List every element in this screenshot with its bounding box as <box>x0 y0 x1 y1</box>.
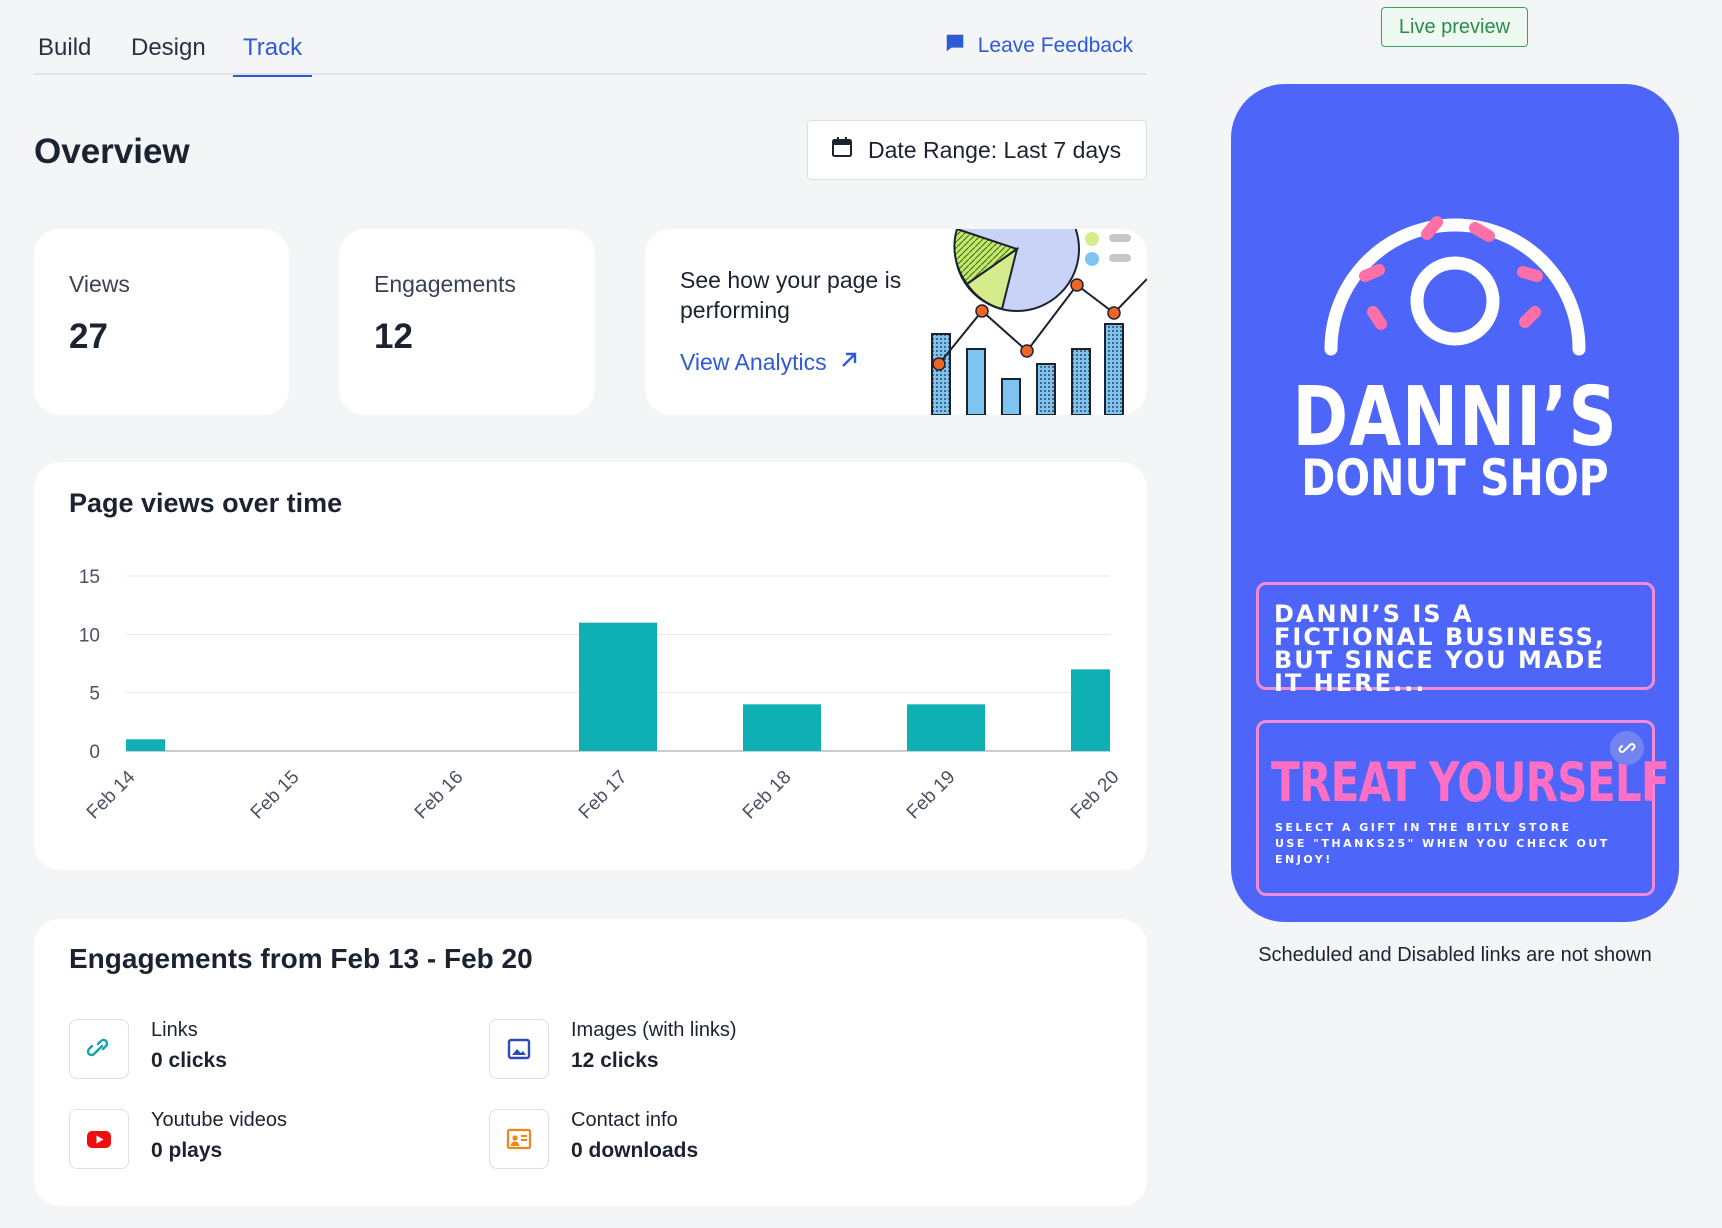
live-preview-badge: Live preview <box>1381 7 1528 47</box>
live-preview-phone: DANNI’S DONUT SHOP DANNI’S IS A FICTIONA… <box>1231 84 1679 922</box>
chart-bar[interactable] <box>743 704 821 751</box>
treat-line-3: ENJOY! <box>1275 853 1333 866</box>
engagements-value: 12 <box>374 317 413 356</box>
brand-name-line-1: DANNI’S <box>1292 370 1618 465</box>
top-tabs: Build Design Track Leave Feedback <box>34 22 1147 77</box>
treat-line-2: USE "THANKS25" WHEN YOU CHECK OUT <box>1275 837 1610 850</box>
treat-line-1: SELECT A GIFT IN THE BITLY STORE <box>1275 821 1572 834</box>
engagements-breakdown-card: Engagements from Feb 13 - Feb 20 Links 0… <box>34 919 1147 1206</box>
x-tick-label: Feb 17 <box>575 767 632 824</box>
engagements-label: Engagements <box>374 271 516 297</box>
x-tick-label: Feb 18 <box>739 767 796 824</box>
treat-yourself-title: TREAT YOURSELF <box>1271 751 1670 814</box>
tab-build[interactable]: Build <box>38 34 92 61</box>
engagement-value: 0 clicks <box>151 1049 227 1072</box>
view-analytics-label: View Analytics <box>680 349 827 375</box>
engagement-label: Images (with links) <box>571 1019 737 1041</box>
y-tick-label: 5 <box>89 684 100 705</box>
leave-feedback-label: Leave Feedback <box>977 34 1133 57</box>
preview-link-treat-yourself[interactable]: TREAT YOURSELF SELECT A GIFT IN THE BITL… <box>1256 720 1670 896</box>
views-value: 27 <box>69 317 108 356</box>
preview-note: Scheduled and Disabled links are not sho… <box>1258 944 1652 966</box>
image-icon <box>489 1019 549 1079</box>
engagement-label: Links <box>151 1019 198 1041</box>
calendar-icon <box>830 135 854 165</box>
view-analytics-link[interactable]: View Analytics <box>680 349 859 376</box>
engagement-item-contact: Contact info 0 downloads <box>489 1109 869 1171</box>
analytics-promo-text: See how your page is performing <box>680 267 902 323</box>
y-tick-label: 0 <box>89 742 100 763</box>
analytics-promo-card: See how your page is performing View Ana… <box>645 229 1147 415</box>
link-chip-icon <box>1610 731 1644 765</box>
link-icon <box>69 1019 129 1079</box>
x-tick-label: Feb 16 <box>411 767 468 824</box>
engagements-breakdown-title: Engagements from Feb 13 - Feb 20 <box>69 943 533 974</box>
engagement-value: 0 plays <box>151 1139 223 1162</box>
page-title: Overview <box>34 132 190 171</box>
x-tick-label: Feb 15 <box>247 767 304 824</box>
engagements-card: Engagements 12 <box>339 229 595 415</box>
leave-feedback-button[interactable]: Leave Feedback <box>944 32 1133 60</box>
youtube-icon <box>69 1109 129 1169</box>
chart-bar[interactable] <box>126 739 165 751</box>
y-tick-label: 10 <box>79 625 100 646</box>
x-tick-label: Feb 19 <box>903 767 960 824</box>
tab-design[interactable]: Design <box>131 34 206 61</box>
y-tick-label: 15 <box>79 567 100 588</box>
chart-bar[interactable] <box>579 622 657 751</box>
page-views-chart-card: Page views over time 0 5 10 15 Feb 14 Feb 15 F… <box>34 462 1147 870</box>
brand-name-line-2: DONUT SHOP <box>1301 449 1609 507</box>
views-card: Views 27 <box>34 229 289 415</box>
arrow-up-right-icon <box>839 349 859 376</box>
chat-bubble-icon <box>944 32 966 60</box>
tab-track[interactable]: Track <box>232 34 313 77</box>
analytics-illustration <box>927 229 1147 415</box>
preview-link-fictional-business[interactable]: DANNI’S IS A FICTIONAL BUSINESS, BUT SIN… <box>1256 582 1655 695</box>
x-tick-label: Feb 20 <box>1067 767 1124 824</box>
chart-bar[interactable] <box>1071 669 1110 751</box>
x-tick-label: Feb 14 <box>83 766 140 823</box>
contact-card-icon <box>489 1109 549 1169</box>
engagement-value: 12 clicks <box>571 1049 659 1072</box>
chart-bar[interactable] <box>907 704 985 751</box>
date-range-button[interactable]: Date Range: Last 7 days <box>807 120 1147 180</box>
donut-logo-icon <box>1324 216 1586 356</box>
preview-link-text: DANNI’S IS A FICTIONAL BUSINESS, BUT SIN… <box>1274 600 1607 697</box>
chart-title: Page views over time <box>69 488 343 518</box>
engagement-label: Youtube videos <box>151 1109 288 1131</box>
page-views-chart: 0 5 10 15 Feb 14 Feb 15 Feb 16 Feb 17 Feb 18 Feb … <box>79 567 1124 824</box>
engagement-label: Contact info <box>571 1109 678 1131</box>
date-range-label: Date Range: Last 7 days <box>868 136 1122 163</box>
engagement-item-links: Links 0 clicks <box>69 1019 449 1081</box>
engagement-item-images: Images (with links) 12 clicks <box>489 1019 869 1081</box>
views-label: Views <box>69 271 130 297</box>
engagement-item-youtube: Youtube videos 0 plays <box>69 1109 449 1171</box>
engagement-value: 0 downloads <box>571 1139 699 1162</box>
